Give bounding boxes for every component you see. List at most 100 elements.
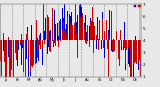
Bar [51,24,52,40]
Bar [119,40,120,66]
Bar [23,40,24,54]
Bar [123,40,124,50]
Bar [53,40,54,45]
Bar [40,33,41,40]
Bar [23,40,24,72]
Bar [136,40,137,64]
Bar [85,40,86,43]
Bar [1,40,2,62]
Bar [21,40,22,65]
Bar [9,40,10,77]
Bar [48,17,49,40]
Bar [52,40,53,41]
Bar [27,27,28,40]
Bar [125,40,126,70]
Bar [113,39,114,40]
Bar [109,10,110,40]
Bar [123,40,124,47]
Bar [15,40,16,45]
Bar [130,40,131,77]
Bar [80,17,81,40]
Bar [37,40,38,58]
Bar [70,16,71,40]
Bar [34,36,35,40]
Bar [129,40,130,46]
Bar [79,16,80,40]
Bar [30,40,31,72]
Bar [13,40,14,74]
Bar [64,4,65,40]
Bar [100,35,101,40]
Bar [8,40,9,57]
Bar [135,40,136,62]
Bar [42,40,43,47]
Bar [21,33,22,40]
Bar [47,15,48,40]
Bar [22,40,23,48]
Bar [57,40,58,41]
Bar [35,40,36,64]
Bar [7,40,8,77]
Bar [118,40,119,56]
Bar [94,34,95,40]
Bar [86,32,87,40]
Bar [102,19,103,40]
Bar [115,40,116,62]
Bar [99,20,100,40]
Bar [10,40,11,52]
Bar [82,13,83,40]
Bar [109,37,110,40]
Bar [15,40,16,53]
Bar [92,7,93,40]
Bar [102,12,103,40]
Bar [55,24,56,40]
Bar [84,28,85,40]
Bar [22,40,23,44]
Bar [62,30,63,40]
Bar [59,22,60,40]
Bar [18,40,19,42]
Bar [104,40,105,58]
Bar [116,31,117,40]
Bar [45,38,46,40]
Bar [81,26,82,40]
Bar [16,40,17,60]
Bar [39,35,40,40]
Bar [128,40,129,64]
Bar [136,40,137,58]
Bar [96,35,97,40]
Bar [140,40,141,48]
Bar [26,40,27,59]
Bar [19,40,20,71]
Bar [94,26,95,40]
Bar [117,40,118,46]
Bar [128,40,129,47]
Bar [24,40,25,77]
Bar [5,40,6,77]
Bar [97,31,98,40]
Bar [138,40,139,70]
Bar [100,40,101,54]
Bar [66,25,67,40]
Bar [131,40,132,77]
Bar [135,36,136,40]
Bar [125,40,126,64]
Bar [50,40,51,52]
Bar [13,40,14,77]
Bar [56,37,57,40]
Bar [52,8,53,40]
Bar [117,35,118,40]
Bar [41,24,42,40]
Bar [85,15,86,40]
Bar [53,40,54,47]
Bar [41,34,42,40]
Bar [28,40,29,55]
Bar [20,40,21,43]
Bar [111,40,112,52]
Bar [65,29,66,40]
Legend: , : , [133,5,140,7]
Bar [91,25,92,40]
Bar [71,27,72,40]
Bar [50,30,51,40]
Bar [81,7,82,40]
